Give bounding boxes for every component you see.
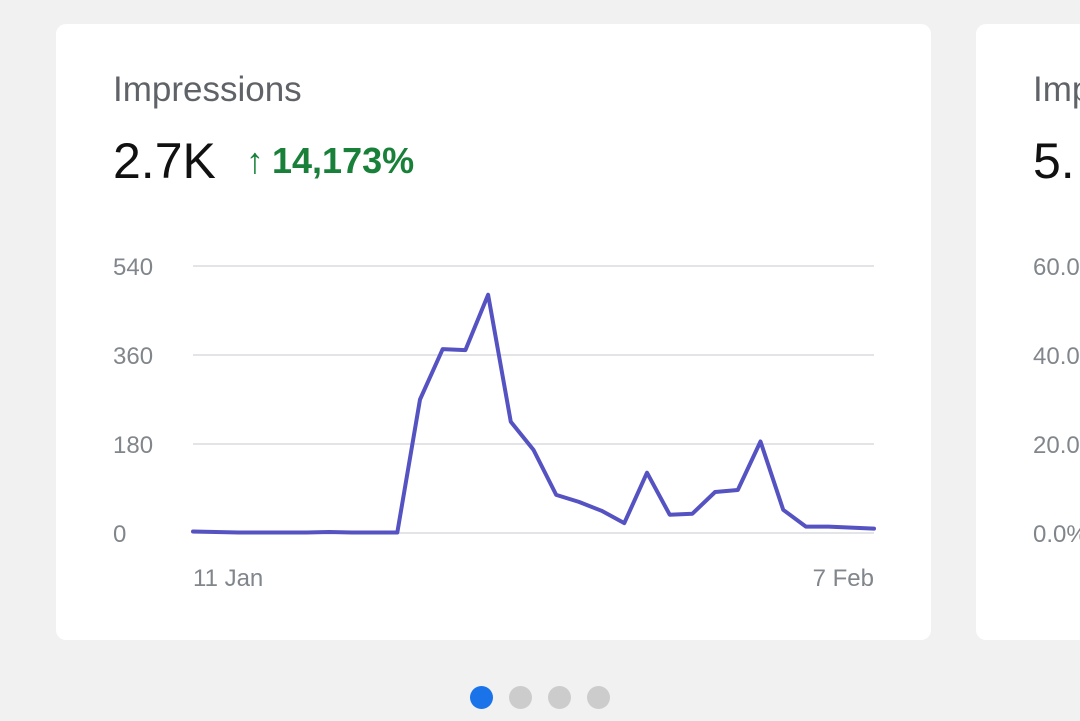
- kpi-change-percent: 14,173%: [272, 140, 415, 181]
- peek-card-value: 5.: [1033, 133, 1075, 189]
- y-tick-label: 360: [113, 343, 153, 370]
- y-tick-label: 0: [113, 521, 126, 548]
- pagination-dots: [470, 686, 610, 709]
- kpi-change: ↑ 14,173%: [246, 140, 414, 182]
- pagination-dot[interactable]: [509, 686, 532, 709]
- x-tick-label: 7 Feb: [813, 565, 874, 592]
- impressions-card[interactable]: Impressions 2.7K ↑ 14,173% 540 360 180 0 11 …: [56, 24, 931, 640]
- next-card-peek[interactable]: Imp 5. 60.0 40.0 20.0 0.0%: [976, 24, 1080, 640]
- y-tick-label: 180: [113, 432, 153, 459]
- peek-y-tick: 40.0: [1033, 343, 1080, 370]
- x-tick-label: 11 Jan: [193, 565, 263, 592]
- peek-y-tick: 0.0%: [1033, 521, 1080, 548]
- series-line-impressions: [191, 292, 876, 535]
- impressions-line-chart: 540 360 180 0 11 Jan 7 Feb: [113, 254, 876, 592]
- peek-y-tick: 20.0: [1033, 432, 1080, 459]
- peek-y-tick: 60.0: [1033, 254, 1080, 281]
- pagination-dot[interactable]: [548, 686, 571, 709]
- peek-card-title: Imp: [1033, 70, 1080, 109]
- card-title: Impressions: [113, 70, 302, 109]
- y-tick-label: 540: [113, 254, 153, 281]
- pagination-dot[interactable]: [587, 686, 610, 709]
- pagination-dot[interactable]: [470, 686, 493, 709]
- arrow-up-icon: ↑: [246, 140, 264, 181]
- kpi-value: 2.7K: [113, 133, 216, 189]
